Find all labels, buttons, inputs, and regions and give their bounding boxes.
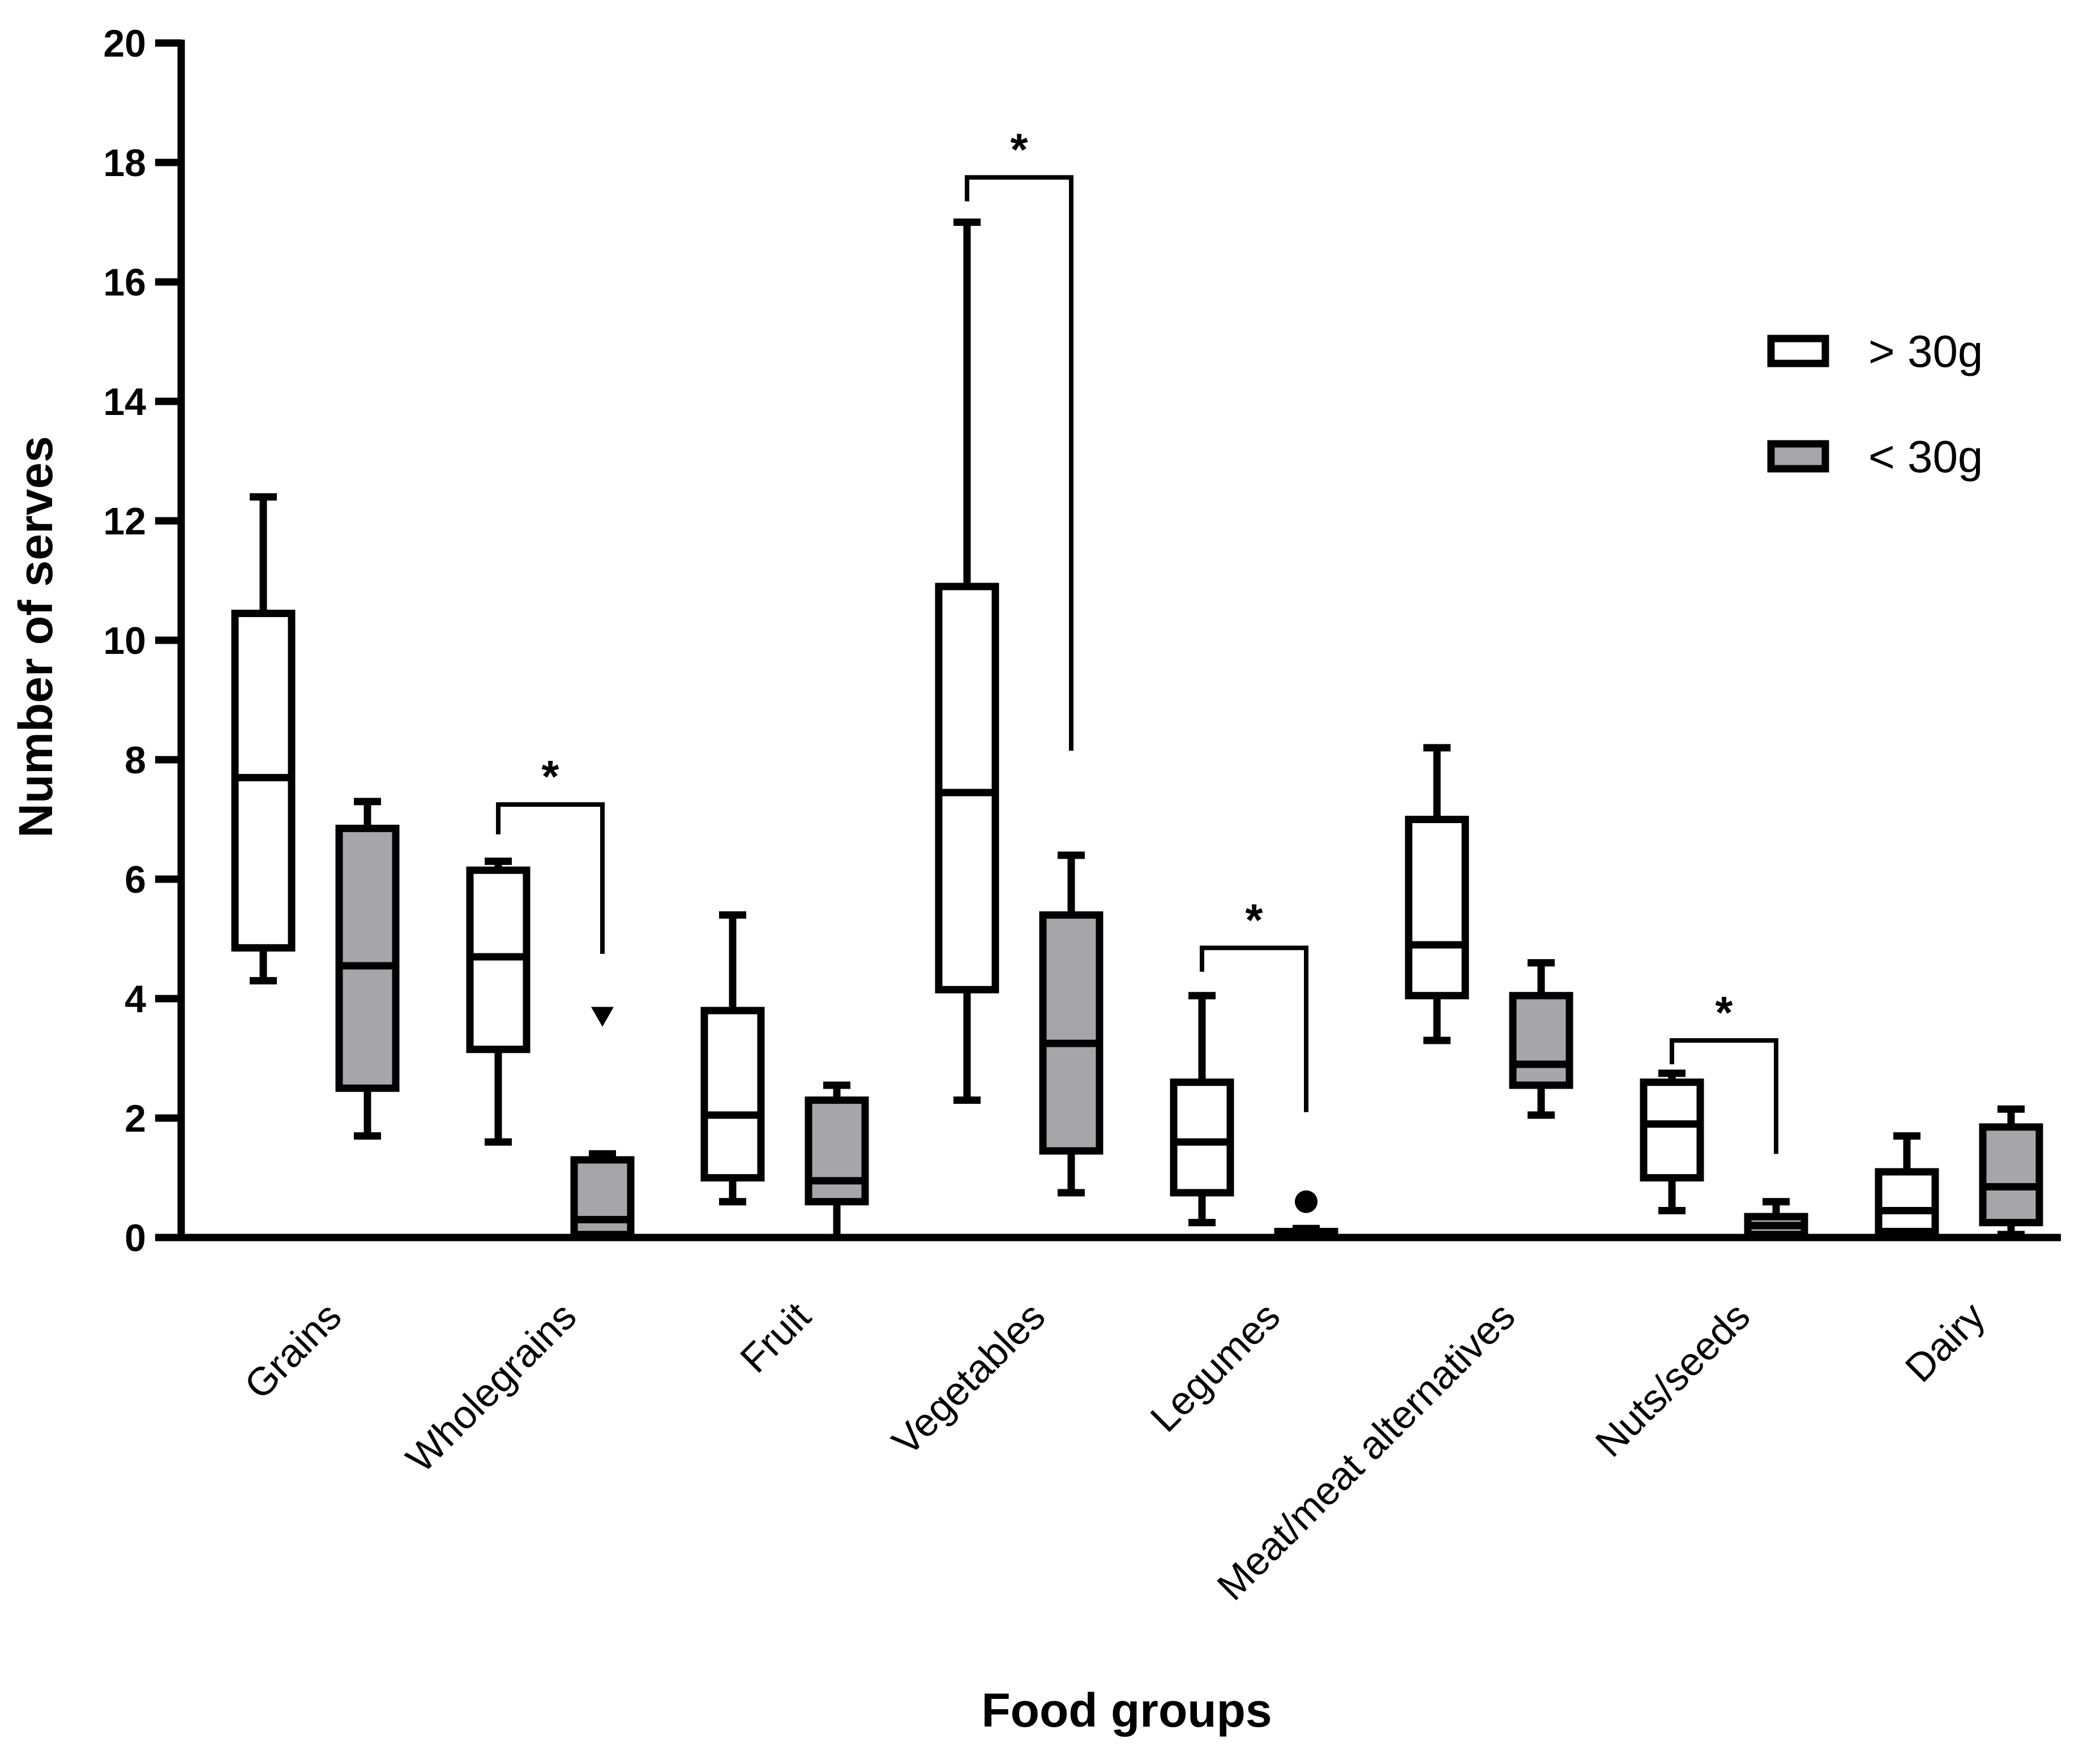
box-iqr: [1640, 1078, 1704, 1181]
box-plot: [935, 219, 999, 1104]
legend-swatch: [1767, 335, 1829, 367]
legend-label: < 30g: [1868, 431, 1983, 482]
box-plot: [1509, 959, 1573, 1119]
box-iqr: [1405, 816, 1469, 1000]
box-plot: [700, 911, 765, 1206]
y-tick-label: 2: [125, 1097, 146, 1140]
box-plot: [1744, 1198, 1808, 1241]
x-category-label: Wholegrains: [397, 1294, 584, 1480]
significance-star: *: [1010, 124, 1028, 174]
x-category-label: Grains: [236, 1294, 350, 1407]
x-axis: Grains Wholegrains Fruit Vegetables LegumesM…: [177, 1234, 2061, 1608]
significance-bracket: [965, 175, 1073, 751]
legend-swatch: [1767, 440, 1829, 473]
y-axis: 0 2 4 6 8 10 12 14 16 18 20: [103, 22, 185, 1260]
y-tick-label: 16: [103, 261, 146, 304]
box-plot: [1875, 1132, 1939, 1241]
significance-star: *: [1245, 894, 1263, 945]
x-axis-title: Food groups: [981, 1684, 1272, 1737]
y-tick-label: 20: [103, 22, 146, 65]
box-iqr: [1875, 1168, 1939, 1235]
box-iqr: [1170, 1078, 1234, 1197]
x-category-label: Dairy: [1897, 1294, 1994, 1390]
box-plot: [335, 798, 400, 1140]
legend-label: > 30g: [1868, 326, 1983, 376]
x-category-label: Legumes: [1142, 1294, 1289, 1440]
significance-brackets: * * * *: [496, 124, 1778, 1154]
legend: > 30g < 30g: [1767, 326, 1983, 482]
outlier-point: [1295, 1190, 1318, 1213]
box-iqr: [1039, 911, 1103, 1155]
y-tick-label: 12: [103, 500, 146, 543]
outlier-point: [591, 1007, 614, 1027]
box-iqr: [1979, 1123, 2043, 1227]
x-category-label: Fruit: [732, 1294, 819, 1381]
box-plot: [1979, 1105, 2043, 1239]
outlier-markers: [591, 1007, 1318, 1213]
box-iqr: [1509, 992, 1573, 1089]
box-iqr: [935, 583, 999, 994]
box-plot: [466, 857, 531, 1146]
y-tick-label: 6: [125, 858, 146, 901]
x-category-label: Nuts/seeds: [1587, 1294, 1759, 1465]
y-tick-label: 8: [125, 739, 146, 782]
y-tick-label: 14: [103, 380, 146, 423]
box-plot: [805, 1081, 869, 1241]
box-plot: [231, 493, 296, 984]
y-tick-label: 10: [103, 619, 146, 662]
y-tick-label: 0: [125, 1217, 146, 1260]
box-plot: [1405, 744, 1469, 1044]
box-plot: [570, 1150, 635, 1241]
y-tick-label: 18: [103, 142, 146, 185]
box-iqr: [805, 1096, 869, 1206]
box-series: [231, 219, 2043, 1241]
y-tick-label: 4: [125, 978, 146, 1021]
box-plot: [1640, 1069, 1704, 1215]
significance-bracket: [1200, 945, 1308, 1112]
significance-bracket: [496, 802, 605, 954]
box-iqr: [570, 1156, 635, 1239]
x-category-label: Vegetables: [883, 1294, 1053, 1463]
y-axis-title: Number of serves: [9, 436, 62, 838]
box-iqr: [700, 1007, 765, 1181]
significance-star: *: [541, 751, 559, 802]
box-plot: [1039, 851, 1103, 1197]
box-iqr: [335, 824, 400, 1092]
box-plot: [1170, 992, 1234, 1227]
significance-star: *: [1715, 987, 1733, 1038]
significance-bracket: [1670, 1038, 1778, 1154]
box-plot: [1274, 1224, 1338, 1241]
